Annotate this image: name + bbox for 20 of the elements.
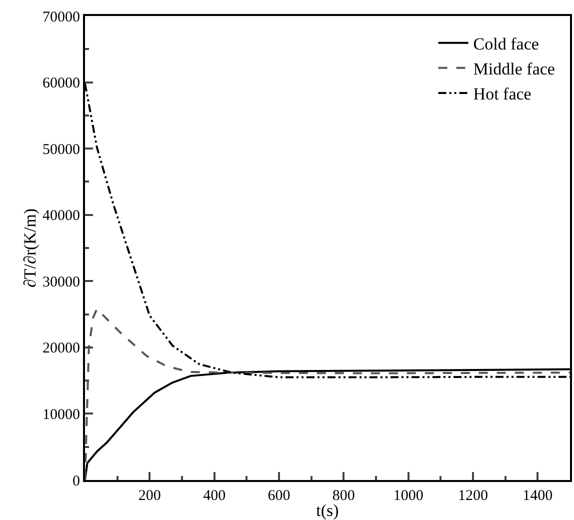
y-tick-label: 60000 xyxy=(42,76,80,92)
y-axis-title: ∂T/∂r(K/m) xyxy=(20,208,40,288)
x-tick-label: 1000 xyxy=(393,488,424,504)
y-tick-label: 50000 xyxy=(42,142,80,158)
y-tick-label: 30000 xyxy=(42,274,80,290)
y-tick-label: 20000 xyxy=(42,340,80,357)
legend-label: Cold face xyxy=(473,34,539,54)
y-tick-label: 40000 xyxy=(42,208,80,224)
y-tick-label: 10000 xyxy=(42,406,80,423)
x-tick-label: 1200 xyxy=(458,488,488,504)
x-axis-title: t(s) xyxy=(316,501,339,520)
x-tick-label: 200 xyxy=(138,488,161,504)
x-tick-label: 600 xyxy=(268,488,290,504)
x-tick-label: 400 xyxy=(203,488,226,504)
y-tick-label: 70000 xyxy=(42,9,80,26)
x-tick-label: 800 xyxy=(332,488,355,504)
x-tick-label: 1400 xyxy=(522,488,553,504)
y-tick-label: 0 xyxy=(72,473,80,490)
legend-label: Middle face xyxy=(473,60,555,79)
legend-label: Hot face xyxy=(473,84,532,104)
